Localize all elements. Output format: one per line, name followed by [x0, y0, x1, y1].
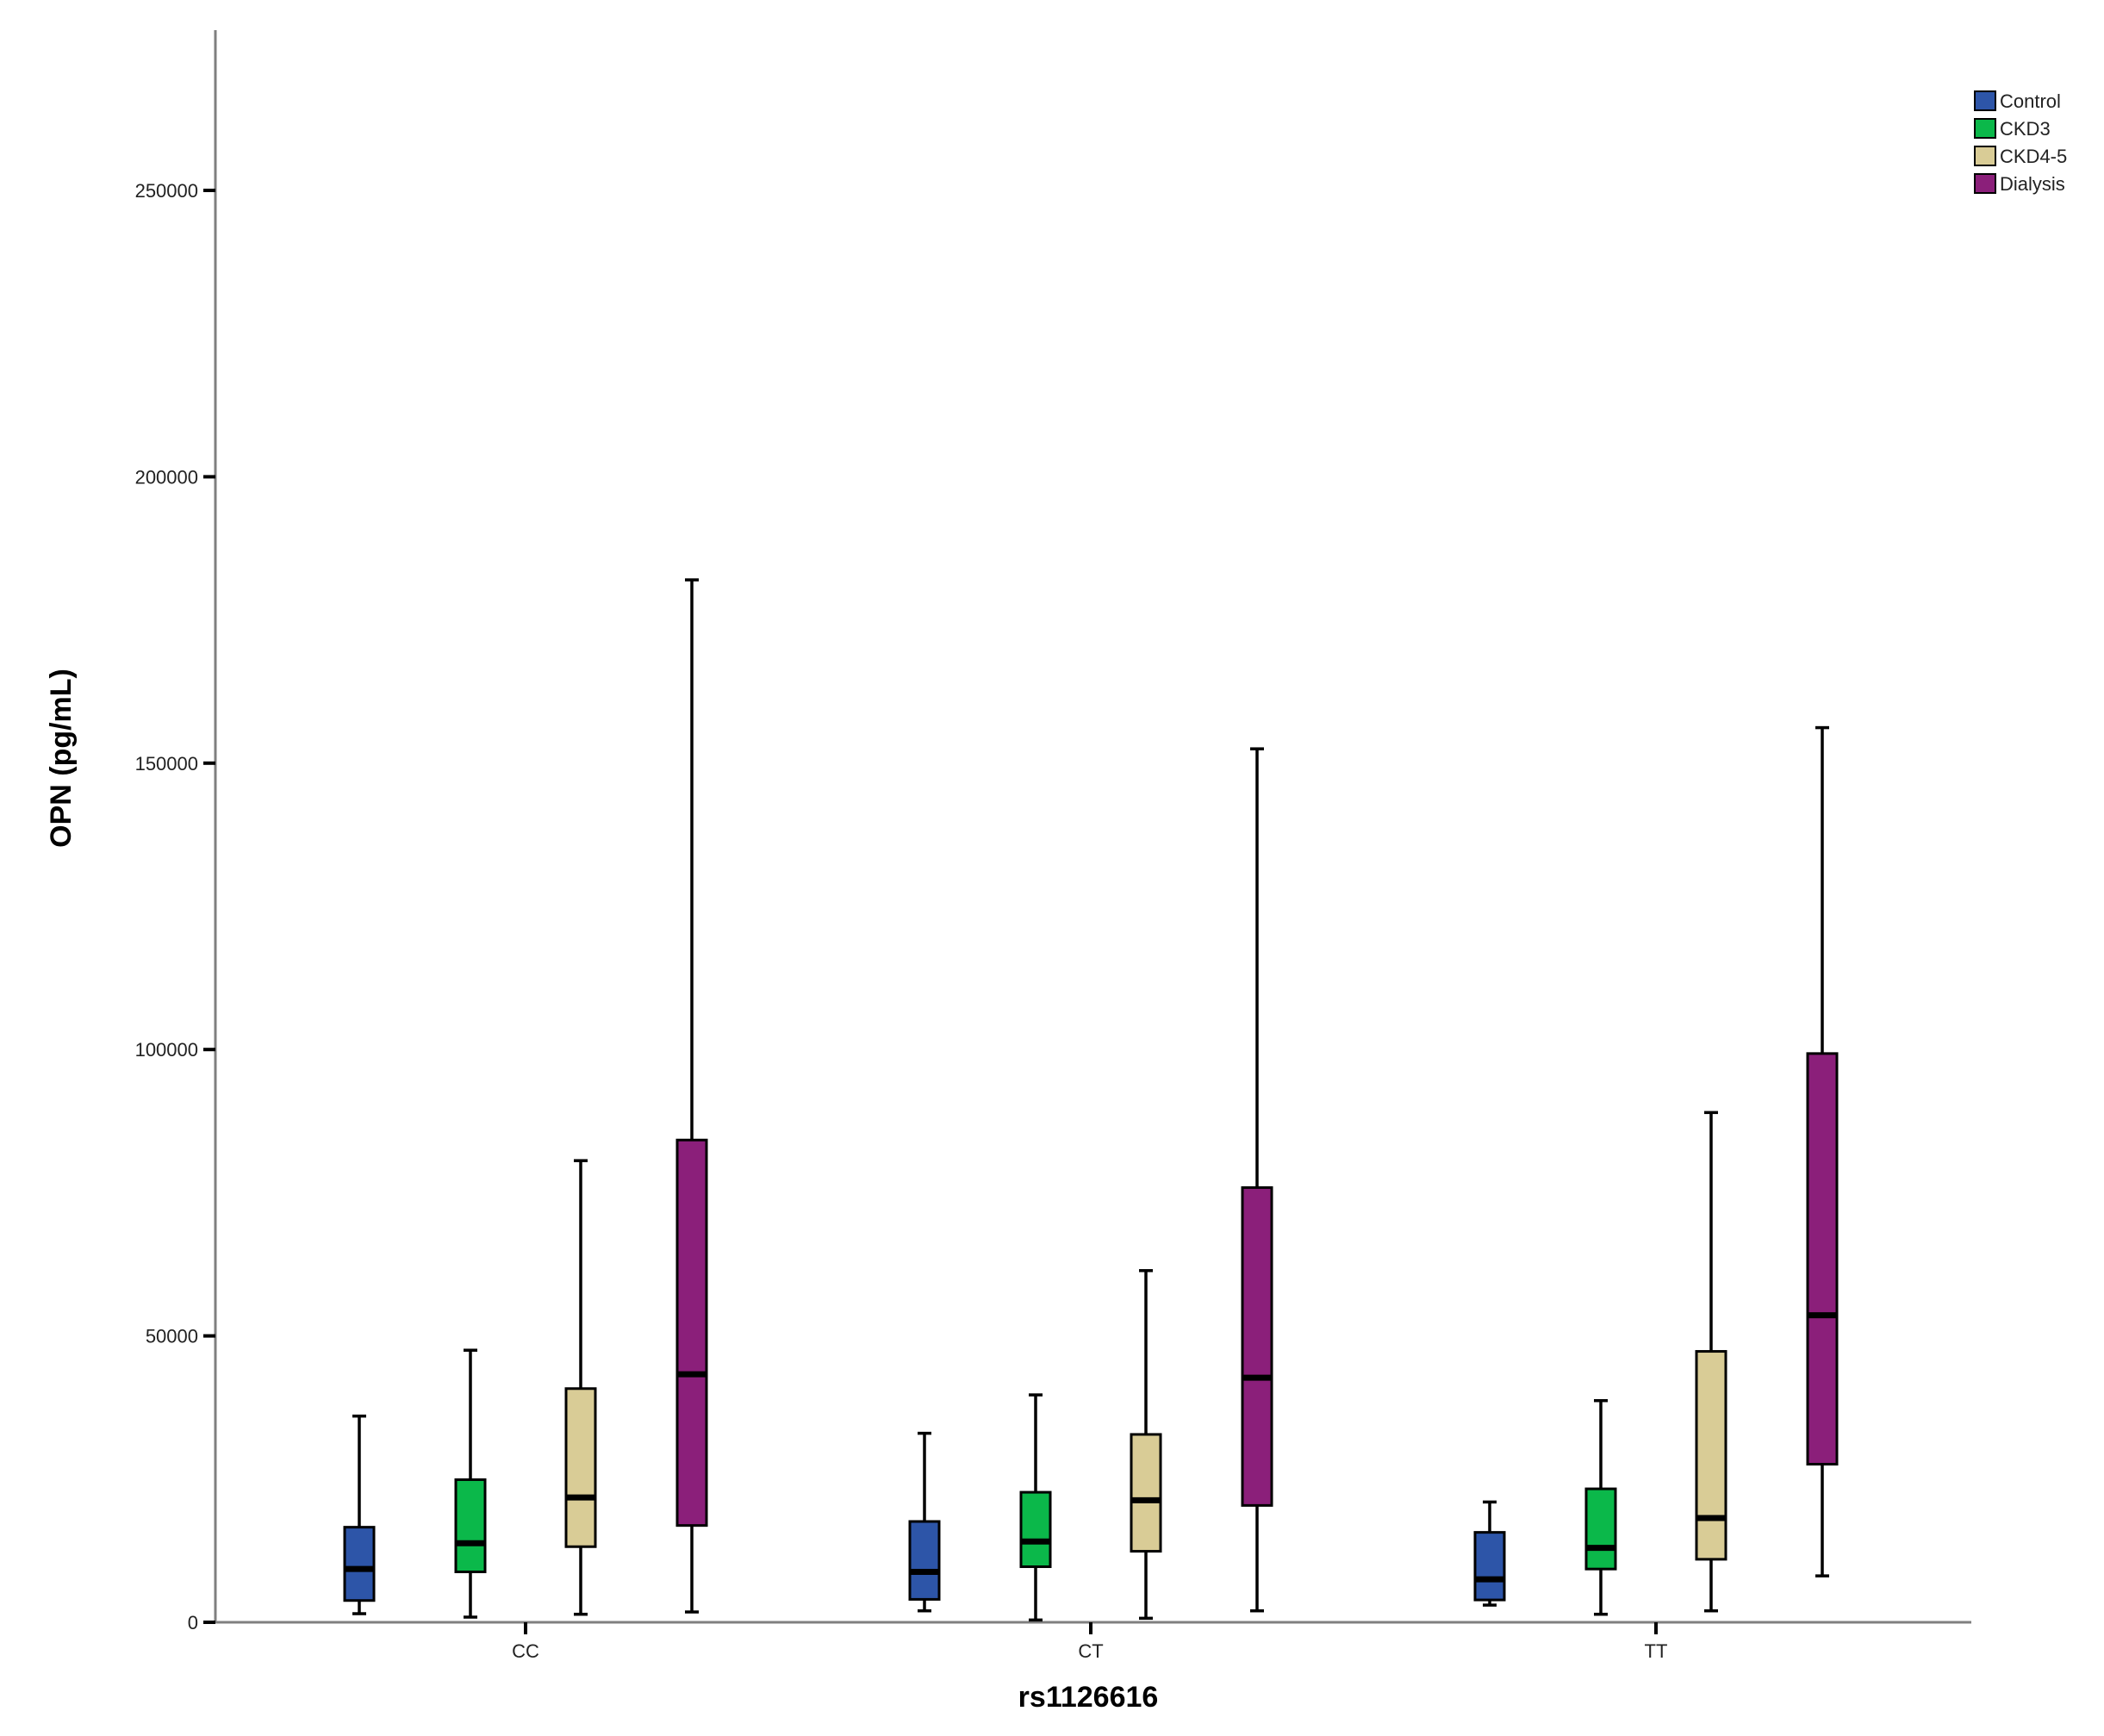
legend-swatch-ckd4-5 [1974, 146, 1996, 166]
box-dialysis-tt [1806, 725, 1839, 1577]
iqr-box [1695, 1350, 1727, 1561]
iqr-box [1130, 1433, 1162, 1553]
box-ckd4-5-ct [1130, 1269, 1162, 1621]
box-control-cc [343, 1414, 376, 1615]
legend-swatch-ckd3 [1974, 118, 1996, 139]
legend-label: Dialysis [2000, 173, 2065, 195]
iqr-box [343, 1526, 376, 1602]
box-ckd3-cc [454, 1348, 487, 1619]
box-plots [343, 578, 1839, 1622]
iqr-box [1473, 1531, 1506, 1602]
x-axis: CC CT TT [215, 1621, 1971, 1662]
legend-swatch-control [1974, 90, 1996, 111]
legend-label: CKD3 [2000, 118, 2051, 140]
y-tick-label: 200000 [135, 466, 198, 488]
y-tick-label: 150000 [135, 753, 198, 775]
iqr-box [564, 1387, 597, 1548]
box-ckd4-5-cc [564, 1159, 597, 1616]
iqr-box [1019, 1490, 1052, 1569]
legend-label: CKD4-5 [2000, 146, 2067, 167]
legend-label: Control [2000, 90, 2061, 112]
x-tick-label: CT [1078, 1640, 1103, 1662]
iqr-box [1584, 1487, 1617, 1571]
box-ckd4-5-tt [1695, 1111, 1727, 1613]
iqr-box [1806, 1052, 1839, 1466]
y-axis: 0 50000 100000 150000 200000 250000 [135, 30, 217, 1633]
x-axis-title: rs1126616 [1018, 1681, 1159, 1714]
iqr-box [675, 1138, 708, 1528]
box-control-ct [908, 1431, 941, 1613]
iqr-box [1241, 1185, 1273, 1507]
x-tick-label: TT [1645, 1640, 1668, 1662]
legend: Control CKD3 CKD4-5 Dialysis [1974, 90, 2067, 195]
iqr-box [908, 1520, 941, 1601]
box-ckd3-ct [1019, 1393, 1052, 1622]
y-tick-label: 250000 [135, 180, 198, 202]
legend-swatch-dialysis [1974, 173, 1996, 194]
y-axis-title: OPN (pg/mL) [45, 669, 78, 848]
box-control-tt [1473, 1500, 1506, 1607]
y-tick-label: 50000 [146, 1326, 198, 1347]
y-tick-label: 0 [188, 1612, 198, 1633]
box-dialysis-ct [1241, 747, 1273, 1613]
y-tick-label: 100000 [135, 1039, 198, 1061]
box-dialysis-cc [675, 578, 708, 1614]
box-ckd3-tt [1584, 1398, 1617, 1616]
x-tick-label: CC [512, 1640, 539, 1662]
iqr-box [454, 1478, 487, 1573]
